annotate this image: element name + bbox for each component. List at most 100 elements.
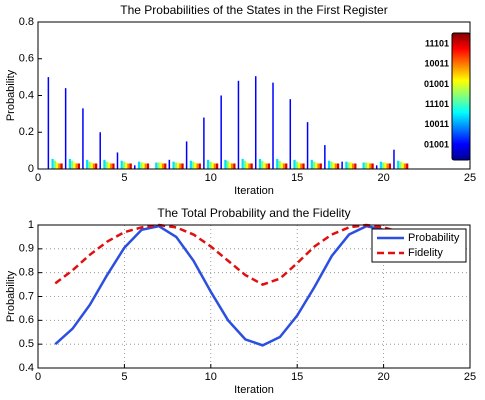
bar <box>176 162 180 169</box>
bar <box>362 162 365 169</box>
bar <box>375 165 378 169</box>
y-axis-label: Probability <box>5 69 17 121</box>
legend-label: Fidelity <box>408 247 443 259</box>
bar <box>371 163 374 169</box>
bar <box>140 162 143 169</box>
y-tick-label: 0.9 <box>19 243 34 255</box>
bar <box>312 161 316 169</box>
bar <box>181 163 184 169</box>
bar <box>203 117 205 169</box>
bar <box>341 161 343 169</box>
bar <box>237 80 240 169</box>
colorbar-label: 10011 <box>424 119 449 129</box>
colorbar-label: 01001 <box>424 139 449 149</box>
bar <box>120 160 123 169</box>
bar <box>103 159 106 169</box>
bar <box>73 162 76 169</box>
bar <box>107 162 111 169</box>
bar <box>231 163 234 169</box>
bar <box>75 163 78 169</box>
bar <box>401 162 404 169</box>
bar <box>330 161 333 169</box>
legend <box>371 228 467 263</box>
y-tick-label: 0.4 <box>19 362 34 374</box>
x-tick-label: 20 <box>377 172 389 184</box>
bar <box>349 162 352 169</box>
bar <box>369 163 372 169</box>
bar <box>319 163 322 169</box>
bar <box>367 162 370 169</box>
bar <box>289 99 292 169</box>
x-tick-label: 20 <box>377 371 389 383</box>
bar <box>189 160 192 169</box>
bar <box>265 163 268 169</box>
bar <box>185 141 188 169</box>
bar <box>295 161 298 169</box>
bar <box>280 162 283 169</box>
series-line <box>54 224 402 347</box>
colorbar-label: 10011 <box>424 59 449 69</box>
bar <box>228 162 232 169</box>
bar <box>406 163 409 169</box>
bar <box>209 161 212 169</box>
bar <box>168 159 171 169</box>
y-tick-label: 0.6 <box>19 314 34 326</box>
bar <box>403 163 407 169</box>
bar <box>127 163 130 169</box>
bar <box>351 163 355 169</box>
y-tick-label: 0.6 <box>19 53 34 65</box>
bar <box>334 163 337 169</box>
bar <box>60 163 63 169</box>
bar <box>110 163 113 169</box>
bar <box>250 163 253 169</box>
bar <box>90 162 93 169</box>
bar <box>379 161 383 169</box>
y-tick-label: 0.8 <box>19 267 34 279</box>
bar <box>285 163 288 169</box>
bar <box>220 95 222 169</box>
x-tick-label: 10 <box>205 371 217 383</box>
bar <box>144 163 147 169</box>
bar <box>122 161 126 169</box>
y-tick-label: 0.2 <box>19 126 34 138</box>
bar <box>77 163 80 169</box>
bar <box>68 158 72 169</box>
chart-title: The Total Probability and the Fidelity <box>157 206 350 220</box>
bar <box>125 162 128 169</box>
bar <box>300 163 303 169</box>
bar <box>272 82 274 169</box>
bar <box>112 163 115 169</box>
bar <box>47 77 50 169</box>
bar <box>332 162 335 169</box>
bar <box>194 162 197 169</box>
plot-area <box>38 22 470 169</box>
bar <box>384 162 387 169</box>
bar <box>71 160 74 169</box>
bar <box>233 163 236 169</box>
y-tick-label: 1 <box>28 219 34 231</box>
bar <box>310 159 313 169</box>
bar <box>137 161 141 169</box>
bar <box>317 163 320 169</box>
bar <box>315 162 318 169</box>
y-axis-label: Probability <box>5 270 17 322</box>
bar <box>64 88 67 169</box>
bar <box>213 163 216 169</box>
chart-title: The Probabilities of the States in the F… <box>120 3 387 17</box>
bar <box>224 159 227 169</box>
bar <box>142 162 145 169</box>
bar <box>155 162 158 169</box>
x-axis-label: Iteration <box>234 384 274 396</box>
colorbar-label: 01001 <box>424 79 449 89</box>
bar <box>354 163 357 169</box>
axes-frame <box>37 224 471 369</box>
bar <box>364 162 368 169</box>
bar <box>55 162 59 169</box>
bar <box>282 163 286 169</box>
x-tick-label: 5 <box>121 371 127 383</box>
bar <box>157 162 160 169</box>
bar <box>261 160 264 169</box>
bar <box>327 160 331 169</box>
x-tick-label: 25 <box>464 371 476 383</box>
series-line <box>54 223 402 286</box>
